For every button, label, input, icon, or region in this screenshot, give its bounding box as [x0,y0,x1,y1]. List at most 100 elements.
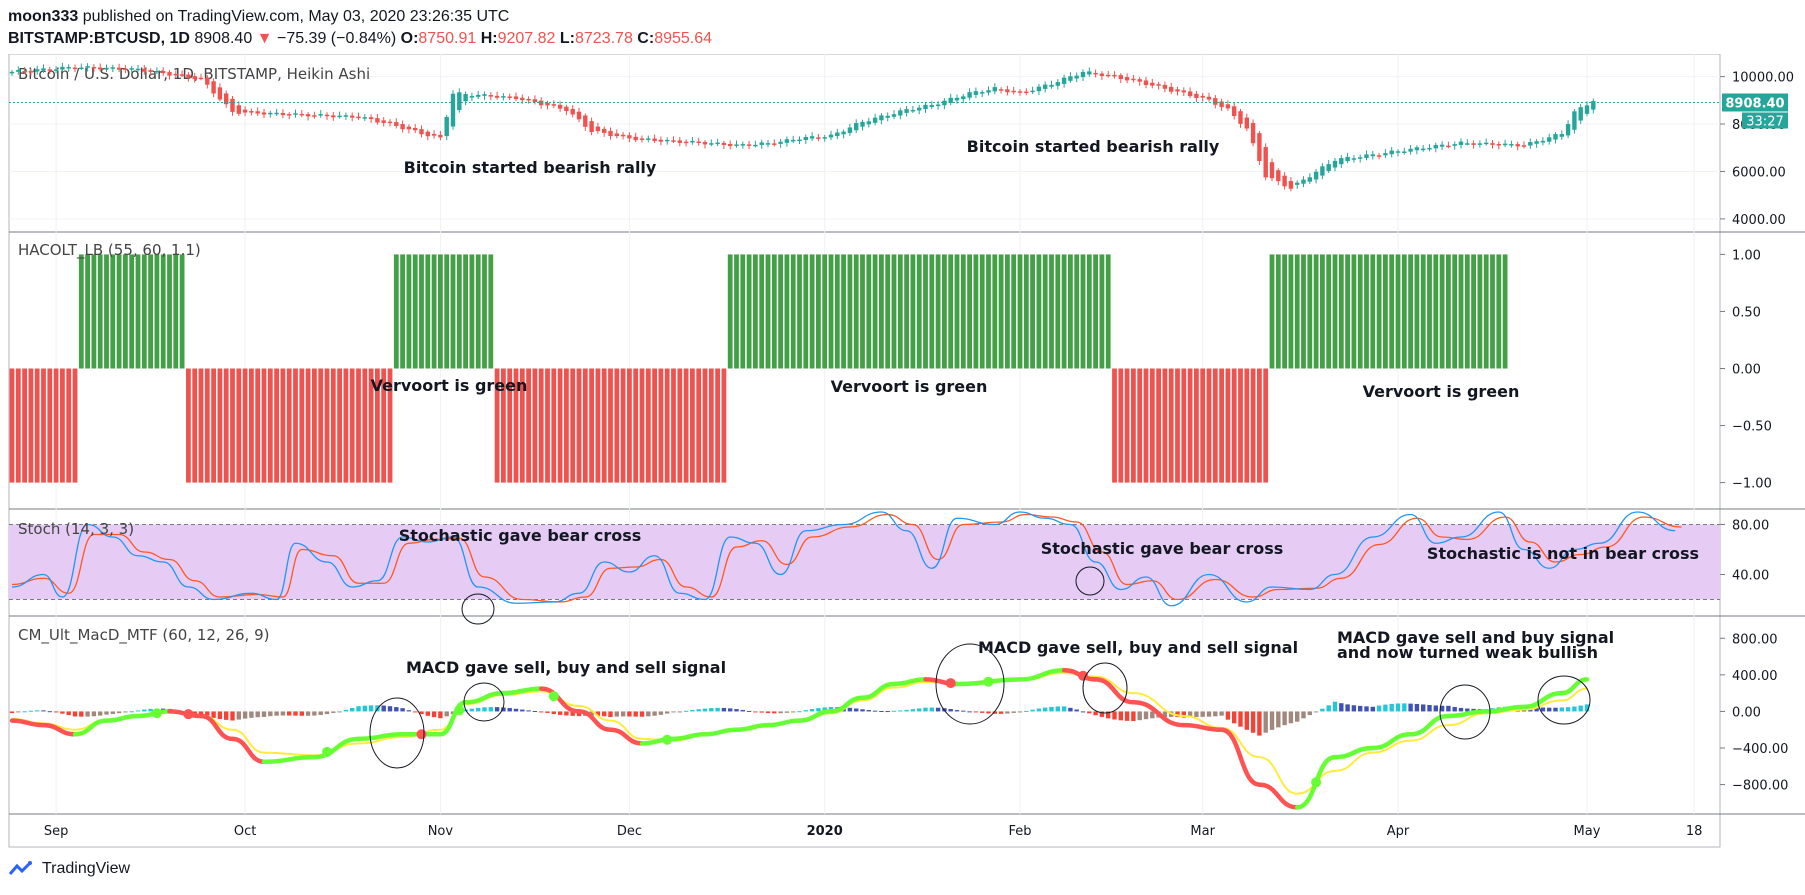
hacolt-bar [1074,254,1080,369]
candle-body [1276,170,1281,182]
hacolt-bar [1061,254,1067,369]
hacolt-bars [9,254,1508,483]
macd-hist-bar [822,707,827,712]
candle-body [753,144,758,147]
macd-hist-bar [72,711,78,717]
macd-hist-bar [142,709,147,712]
macd-circle-6 [1537,675,1591,725]
candle-body [85,66,90,68]
hacolt-bar [708,368,714,483]
macd-hist-bar [620,711,626,717]
candle-body [935,104,941,107]
hacolt-bar [393,254,399,369]
candle-body [463,93,468,102]
candle-body [1169,86,1174,92]
macd-pane[interactable]: CM_Ult_MacD_MTF (60, 12, 26, 9) 800.00 40… [9,626,1789,810]
macd-buy-dot [1311,777,1322,788]
macd-hist-bar [1565,707,1571,712]
macd-line-segment [1017,668,1067,682]
candle-body [274,112,279,115]
hacolt-pane[interactable]: HACOLT_LB (55, 60, 1.1) 1.00 0.50 0.00 −0.5… [9,241,1772,492]
macd-line-segment [230,736,267,764]
hacolt-bar [494,368,500,483]
candle-body [923,104,928,110]
macd-hist-bar [520,709,525,712]
candle-body [1257,133,1262,162]
macd-hist-bar [677,711,682,713]
stoch-annotation-1: Stochastic gave bear cross [399,526,642,545]
macd-hist-bar [765,711,771,714]
candle-body [772,143,777,145]
candle-body [1106,74,1111,77]
publish-line: moon333 published on TradingView.com, Ma… [8,6,1608,28]
hacolt-bar [582,368,588,483]
macd-hist-bar [1036,708,1042,712]
macd-hist-bar [589,711,594,716]
price-pane[interactable]: Bitcoin / U.S. Dollar, 1D, BITSTAMP, Hei… [9,62,1794,228]
candle-body [1068,76,1073,81]
candle-body [1502,143,1508,146]
hacolt-bar [834,254,840,369]
hacolt-bar [1301,254,1306,369]
macd-hist-bar [885,711,890,713]
candle-body [1421,148,1426,151]
hacolt-bar [1477,254,1483,369]
tradingview-brand[interactable]: TradingView [42,860,131,877]
macd-hist-bar [1232,711,1237,724]
macd-hist-bar [35,710,40,712]
chart-area[interactable]: Bitcoin / U.S. Dollar, 1D, BITSTAMP, Hei… [0,54,1805,849]
candle-body [998,89,1004,91]
macd-hist-bar [1061,706,1067,712]
price-change: −75.39 (−0.84%) [276,30,397,47]
macd-annotation-2: MACD gave sell, buy and sell signal [978,638,1298,657]
hacolt-bar [299,368,305,483]
macd-hist-bar [1194,711,1199,717]
macd-hist-bar [305,711,311,716]
hacolt-bar [1370,254,1376,369]
hacolt-bar [1206,368,1212,483]
macd-hist-bar [809,709,815,712]
hacolt-bar [1332,254,1338,369]
macd-hist-bar [148,708,153,712]
macd-line-segment [734,722,771,732]
macd-hist-bar [1206,711,1212,717]
hacolt-bar [614,368,620,483]
hacolt-bar [1483,254,1489,369]
macd-hist-bar [293,711,298,716]
candle-body [639,138,645,140]
candle-body [1087,71,1092,75]
hacolt-bar [551,368,557,483]
symbol-label[interactable]: BITSTAMP:BTCUSD, 1D [8,30,190,47]
macd-hist-bar [683,710,689,712]
macd-hist-bar [1011,711,1016,713]
macd-line-segment [538,686,582,714]
macd-hist-bar [639,711,645,717]
candle-body [646,138,651,140]
candle-body [1358,157,1363,159]
macd-hist-bar [1187,711,1193,718]
hacolt-bar [274,368,279,483]
candle-body [413,127,418,131]
time-axis: Sep Oct Nov Dec 2020 Feb Mar Apr May 18 [44,824,1703,839]
stoch-pane[interactable]: Stoch (14, 3, 3) 80.00 40.00 Stochastic g… [9,511,1769,625]
hacolt-bar [141,254,147,369]
candle-body [828,134,834,138]
macd-line-segment [1521,690,1565,710]
macd-hist-bar [60,711,65,714]
tradingview-logo-icon [8,860,36,878]
candle-body [1553,134,1558,140]
candle-body [230,98,235,112]
macd-hist-bar [778,711,783,714]
candle-body [967,92,972,98]
macd-hist-bar [16,711,21,713]
candle-body [746,144,752,146]
hacolt-bar [387,368,393,483]
candles-group [9,62,1596,192]
macd-hist-bar [261,711,267,717]
candle-body [1540,140,1546,143]
hacolt-bar [721,368,727,483]
hacolt-bar [148,254,153,369]
author-name[interactable]: moon333 [8,8,79,25]
macd-hist-bar [1534,707,1539,712]
candle-body [671,140,676,142]
